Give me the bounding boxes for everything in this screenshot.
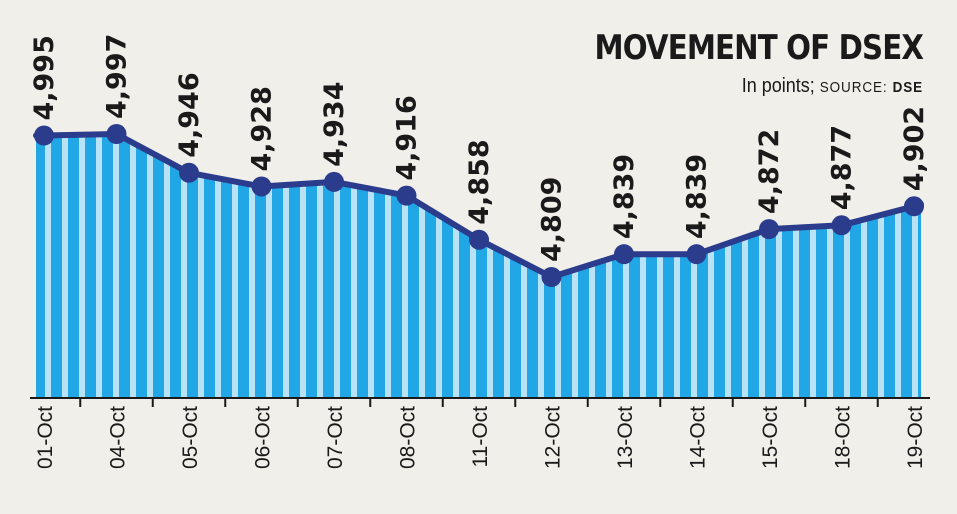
data-point-06-Oct xyxy=(251,176,272,197)
data-point-12-Oct xyxy=(541,267,562,287)
data-label: 4,877 xyxy=(827,125,858,210)
chart-subtitle: In points; SOURCE: DSE xyxy=(579,74,923,100)
x-tick-label: 12-Oct xyxy=(542,406,565,469)
data-point-05-Oct xyxy=(179,162,199,183)
x-tick-label: 08-Oct xyxy=(397,406,420,469)
data-label: 4,858 xyxy=(464,139,495,224)
data-label: 4,934 xyxy=(319,82,350,167)
title-block: MOVEMENT OF DSEX In points; SOURCE: DSE xyxy=(541,28,923,100)
data-point-04-Oct xyxy=(106,124,127,144)
data-label: 4,928 xyxy=(247,86,278,171)
x-tick-label: 05-Oct xyxy=(179,406,202,469)
subtitle-source-name: DSE xyxy=(892,79,923,96)
data-label: 4,916 xyxy=(392,95,423,180)
data-label: 4,902 xyxy=(899,106,930,191)
subtitle-units: In points; xyxy=(741,75,815,97)
data-point-13-Oct xyxy=(614,244,634,265)
data-label: 4,995 xyxy=(29,35,60,120)
x-tick-label: 14-Oct xyxy=(687,406,710,469)
subtitle-source-label: SOURCE: xyxy=(819,79,888,96)
x-tick-label: 18-Oct xyxy=(832,406,855,469)
data-label: 4,946 xyxy=(174,72,205,157)
data-label: 4,839 xyxy=(682,154,713,239)
x-tick-label: 11-Oct xyxy=(469,406,492,468)
data-label: 4,809 xyxy=(537,177,568,262)
x-tick-label: 06-Oct xyxy=(252,406,275,469)
x-tick-label: 19-Oct xyxy=(904,406,927,469)
x-tick-label: 15-Oct xyxy=(759,406,782,469)
data-point-18-Oct xyxy=(831,215,852,236)
data-label: 4,997 xyxy=(102,34,133,119)
x-tick-label: 07-Oct xyxy=(324,406,347,469)
data-point-14-Oct xyxy=(686,244,707,265)
x-tick-label: 01-Oct xyxy=(34,406,57,469)
data-label: 4,839 xyxy=(609,154,640,239)
data-point-19-Oct xyxy=(904,196,924,217)
x-tick-label: 13-Oct xyxy=(614,406,637,469)
data-point-11-Oct xyxy=(469,229,489,250)
x-tick-label: 04-Oct xyxy=(107,406,130,469)
data-label: 4,872 xyxy=(754,129,785,214)
area-fill xyxy=(36,134,921,397)
data-point-01-Oct xyxy=(34,125,54,146)
chart-title: MOVEMENT OF DSEX xyxy=(594,28,923,68)
data-point-07-Oct xyxy=(324,171,344,192)
data-point-08-Oct xyxy=(396,185,417,206)
data-point-15-Oct xyxy=(759,219,779,240)
